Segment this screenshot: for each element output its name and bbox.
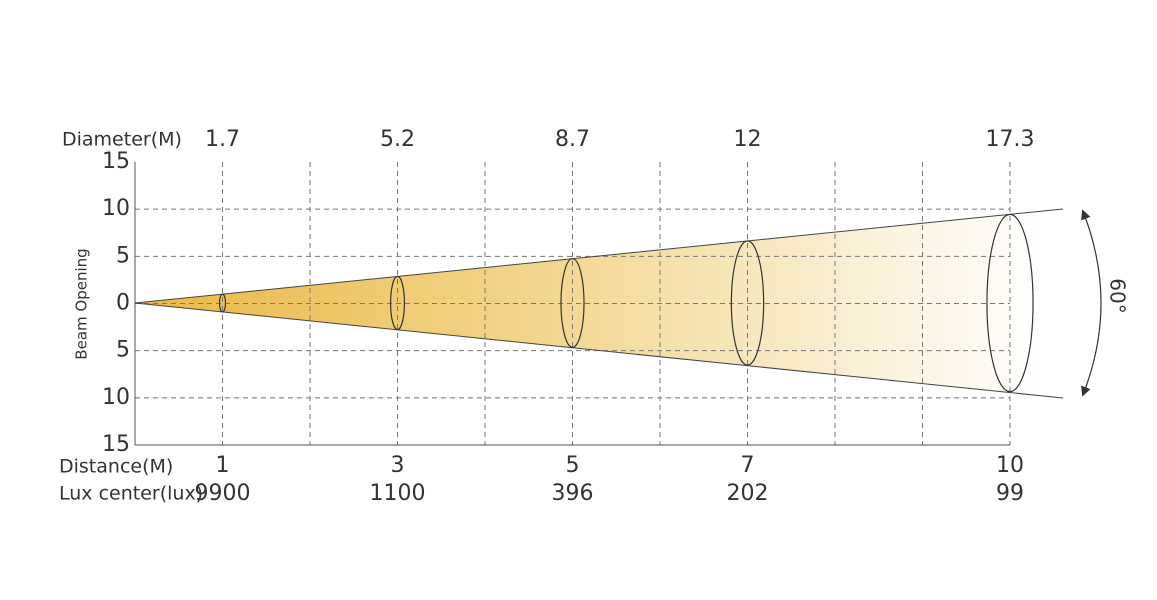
- grid: 15 10 5 0 5 10 15: [102, 149, 1011, 457]
- diameter-value: 5.2: [380, 127, 415, 152]
- y-tick-label: 10: [102, 196, 130, 221]
- y-tick-label: 5: [116, 338, 130, 363]
- beam-section: [730, 240, 765, 366]
- y-tick-label: 15: [102, 149, 130, 174]
- distance-value: 10: [996, 453, 1024, 478]
- distance-label: Distance(M): [59, 456, 173, 478]
- y-tick-label: 10: [102, 385, 130, 410]
- distance-value: 3: [391, 453, 405, 478]
- diameter-label: Diameter(M): [62, 129, 182, 151]
- lux-label: Lux center(lux): [59, 483, 203, 505]
- beam-section: [389, 275, 406, 331]
- beam-edge: [134, 302, 1064, 399]
- lux-value: 202: [727, 481, 769, 506]
- beam-edge: [134, 208, 1064, 304]
- distance-value: 1: [216, 453, 230, 478]
- beam-opening-label: Beam Opening: [73, 248, 91, 359]
- diameter-value: 8.7: [555, 127, 590, 152]
- lux-value: 99: [996, 481, 1024, 506]
- lux-value: 1100: [370, 481, 426, 506]
- columns: 1.7 1 9900 5.2 3 1100 8.7 5 396 12 7 202 17.3 10 99: [195, 127, 1035, 506]
- y-tick-label: 5: [116, 243, 130, 268]
- beam-section: [986, 213, 1034, 393]
- beam-angle: 60°: [1106, 278, 1130, 313]
- beam-section: [560, 258, 585, 348]
- angle-arrow: [1081, 209, 1102, 397]
- distance-value: 5: [566, 453, 580, 478]
- diameter-value: 12: [734, 127, 762, 152]
- diameter-value: 1.7: [205, 127, 240, 152]
- distance-value: 7: [741, 453, 755, 478]
- beam-section: [218, 293, 227, 313]
- y-tick-label: 0: [116, 291, 130, 316]
- diameter-value: 17.3: [986, 127, 1035, 152]
- lux-value: 9900: [195, 481, 251, 506]
- lux-value: 396: [552, 481, 594, 506]
- y-tick-label: 15: [102, 432, 130, 457]
